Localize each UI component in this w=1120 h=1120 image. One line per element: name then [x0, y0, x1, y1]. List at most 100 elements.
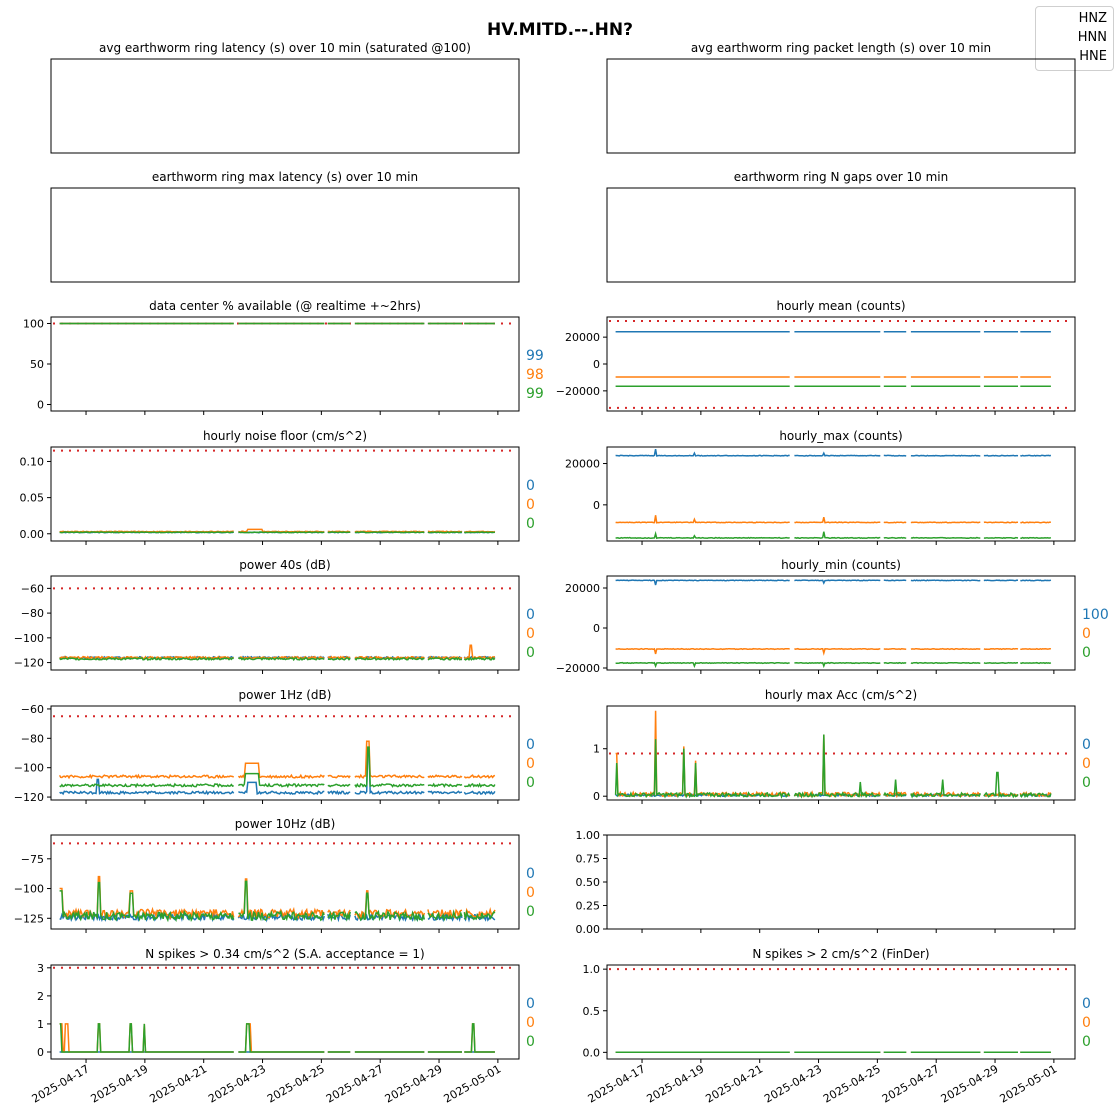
- y-tick-label: 50: [30, 358, 44, 371]
- legend: HNZ HNN HNE: [1035, 6, 1114, 71]
- subplot-title: hourly_min (counts): [781, 558, 901, 572]
- subplot-p0: avg earthworm ring latency (s) over 10 m…: [50, 41, 520, 154]
- subplot-p12: power 10Hz (dB) −75 −100 −125 0 0 0: [14, 817, 535, 933]
- status-value-hnn: 0: [526, 626, 535, 642]
- y-tick-label: −60: [21, 703, 44, 716]
- status-value-hnn: 0: [526, 756, 535, 772]
- y-tick-label: 1: [37, 1018, 44, 1031]
- subplot-title: N spikes > 2 cm/s^2 (FinDer): [752, 947, 929, 961]
- y-tick-label: 0: [593, 790, 600, 803]
- status-value-hne: 0: [1082, 1034, 1091, 1050]
- series-hne-line: [615, 530, 1052, 540]
- subplot-title: avg earthworm ring latency (s) over 10 m…: [99, 41, 471, 55]
- subplot-p1: avg earthworm ring packet length (s) ove…: [606, 41, 1076, 154]
- subplot-p14: N spikes > 0.34 cm/s^2 (S.A. acceptance …: [30, 947, 535, 1106]
- subplot-title: hourly noise floor (cm/s^2): [203, 429, 367, 443]
- status-value-hnn: 0: [1082, 756, 1091, 772]
- series-hnn-line: [58, 740, 496, 780]
- status-value-hnz: 0: [1082, 737, 1091, 753]
- series-hne-line: [59, 880, 496, 923]
- y-tick-label: 0.00: [20, 528, 45, 541]
- subplot-p3: earthworm ring N gaps over 10 min: [606, 170, 1076, 283]
- status-value-hnz: 0: [526, 996, 535, 1012]
- status-value-hnn: 0: [1082, 626, 1091, 642]
- y-tick-label: 0.25: [576, 900, 601, 913]
- series-hnn-line: [59, 1023, 495, 1053]
- x-tick-label: 2025-04-29: [939, 1062, 1001, 1105]
- subplot-title: power 10Hz (dB): [235, 817, 336, 831]
- y-tick-label: −100: [14, 762, 44, 775]
- y-tick-label: 20000: [565, 582, 600, 595]
- status-value-hnz: 0: [526, 737, 535, 753]
- subplot-title: avg earthworm ring packet length (s) ove…: [691, 41, 991, 55]
- status-value-hne: 0: [526, 645, 535, 661]
- y-tick-label: 0.50: [576, 876, 601, 889]
- y-tick-label: 3: [37, 962, 44, 975]
- y-tick-label: 0: [593, 499, 600, 512]
- y-tick-label: −20000: [556, 385, 600, 398]
- x-tick-label: 2025-04-19: [88, 1062, 150, 1105]
- axes-frame: [50, 705, 520, 801]
- axes-frame: [50, 575, 520, 671]
- series-hne-line: [614, 734, 1052, 799]
- x-tick-label: 2025-04-25: [821, 1062, 883, 1105]
- series-hnz-line: [615, 448, 1052, 457]
- axes-frame: [606, 446, 1076, 542]
- status-value-hne: 0: [526, 775, 535, 791]
- x-tick-label: 2025-04-23: [762, 1062, 824, 1105]
- subplot-p5: hourly mean (counts) 20000 0 −20000: [556, 299, 1076, 415]
- legend-entry-hnn: HNN: [1077, 30, 1107, 45]
- subplot-p7: hourly_max (counts) 20000 0: [565, 429, 1076, 545]
- status-value-hnn: 0: [526, 497, 535, 513]
- axes-frame: [50, 58, 520, 154]
- status-value-hne: 0: [1082, 775, 1091, 791]
- y-tick-label: −125: [14, 912, 44, 925]
- status-value-hnz: 0: [526, 478, 535, 494]
- axes-frame: [50, 446, 520, 542]
- series-hne-line: [59, 656, 496, 662]
- y-tick-label: −80: [21, 732, 44, 745]
- status-value-hnz: 0: [526, 607, 535, 623]
- subplot-title: hourly max Acc (cm/s^2): [765, 688, 917, 702]
- axes-frame: [606, 58, 1076, 154]
- x-tick-label: 2025-04-27: [880, 1062, 942, 1105]
- y-tick-label: 20000: [565, 458, 600, 471]
- subplot-title: hourly mean (counts): [776, 299, 905, 313]
- status-value-hne: 0: [1082, 645, 1091, 661]
- axes-frame: [606, 575, 1076, 671]
- y-tick-label: −75: [21, 853, 44, 866]
- y-tick-label: 0.0: [583, 1046, 601, 1059]
- legend-entry-hne: HNE: [1079, 49, 1107, 64]
- y-tick-label: 1.0: [583, 963, 601, 976]
- axes-frame: [50, 964, 520, 1060]
- x-tick-label: 2025-04-17: [586, 1062, 648, 1105]
- status-value-hne: 0: [526, 1034, 535, 1050]
- legend-entry-hnz: HNZ: [1078, 11, 1107, 26]
- status-value-hnn: 0: [526, 1015, 535, 1031]
- y-tick-label: 0: [593, 622, 600, 635]
- y-tick-label: 1: [593, 743, 600, 756]
- subplot-p13: 1.00 0.75 0.50 0.25 0.00: [576, 829, 1076, 936]
- y-tick-label: −120: [14, 657, 44, 670]
- subplot-p6: hourly noise floor (cm/s^2) 0.10 0.05 0.00 0…: [20, 429, 535, 545]
- y-tick-label: 0.5: [583, 1005, 601, 1018]
- y-tick-label: 0.00: [576, 923, 601, 936]
- axes-frame: [606, 964, 1076, 1060]
- subplot-title: N spikes > 0.34 cm/s^2 (S.A. acceptance …: [145, 947, 424, 961]
- y-tick-label: −60: [21, 582, 44, 595]
- status-value-hne: 0: [526, 516, 535, 532]
- subplot-p10: power 1Hz (dB) −60 −80 −100 −120 0 0 0: [14, 688, 535, 804]
- series-hnz-line: [59, 749, 496, 796]
- y-tick-label: 0.75: [576, 853, 601, 866]
- subplot-title: power 1Hz (dB): [239, 688, 332, 702]
- x-tick-label: 2025-04-17: [30, 1062, 92, 1105]
- x-tick-label: 2025-04-27: [324, 1062, 386, 1105]
- y-tick-label: −100: [14, 883, 44, 896]
- subplot-p15: N spikes > 2 cm/s^2 (FinDer) 1.0 0.5 0.0 202…: [583, 947, 1091, 1106]
- x-tick-label: 2025-04-29: [383, 1062, 445, 1105]
- y-tick-label: −20000: [556, 662, 600, 675]
- subplot-title: data center % available (@ realtime +~2h…: [149, 299, 421, 313]
- subplot-p2: earthworm ring max latency (s) over 10 m…: [50, 170, 520, 283]
